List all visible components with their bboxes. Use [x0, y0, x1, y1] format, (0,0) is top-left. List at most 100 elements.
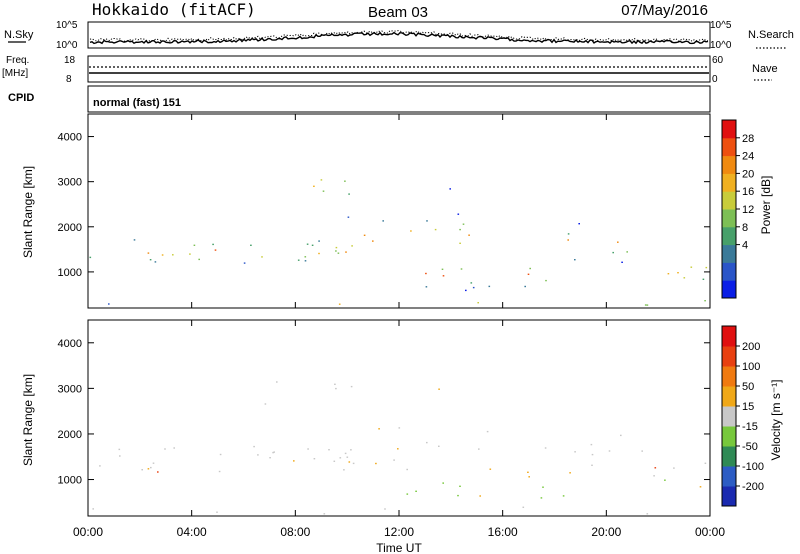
data-cell: [529, 267, 531, 270]
power-colorbar: 28 24 20 16 12 8 4: [721, 119, 754, 299]
date-title: 07/May/2016: [621, 2, 708, 19]
data-cell: [161, 254, 164, 256]
data-cell: [489, 468, 492, 470]
colorbar-tick-label: 8: [742, 222, 748, 234]
data-cell: [264, 403, 267, 405]
data-cell: [542, 486, 544, 488]
data-cell: [253, 445, 255, 448]
data-cell: [438, 388, 440, 390]
data-cell: [704, 300, 706, 302]
data-cell: [410, 230, 412, 232]
data-cell: [323, 513, 326, 515]
data-cell: [344, 180, 346, 182]
nsky-trace: [89, 31, 709, 45]
data-cell: [621, 261, 623, 263]
data-cell: [384, 508, 386, 510]
data-cell: [620, 434, 622, 437]
data-cell: [311, 244, 314, 246]
data-cell: [216, 511, 218, 513]
data-cell: [567, 239, 569, 241]
data-cell: [522, 506, 525, 508]
data-cell: [425, 272, 427, 275]
data-cell: [318, 240, 320, 242]
data-cell: [574, 259, 576, 261]
data-cell: [141, 469, 143, 471]
nsearch-label: N.Search: [748, 29, 794, 41]
data-cell: [335, 387, 337, 390]
nsearch-trace: [89, 30, 708, 43]
nsearch-tick-bottom: 10^0: [710, 40, 732, 51]
data-cell: [92, 508, 94, 510]
xaxis-label: Time UT: [376, 541, 422, 554]
data-cell: [363, 234, 366, 236]
colorbar-swatch: [722, 446, 736, 467]
data-cell: [690, 266, 693, 268]
data-cell: [527, 273, 530, 275]
data-cell: [147, 252, 150, 254]
data-cell: [118, 448, 121, 451]
freq-tick-bottom: 8: [66, 74, 72, 85]
colorbar-swatch: [722, 262, 736, 281]
data-cell: [345, 251, 347, 253]
data-cell: [198, 258, 200, 261]
data-cell: [272, 451, 274, 454]
data-cell: [441, 268, 444, 270]
data-cell: [304, 256, 307, 258]
data-cell: [540, 497, 543, 499]
data-cell: [434, 228, 437, 231]
ytick-label: 4000: [58, 338, 82, 350]
data-cell: [617, 241, 619, 243]
data-cell: [273, 451, 275, 453]
colorbar-tick-label: 50: [742, 381, 754, 393]
data-cell: [212, 243, 214, 246]
data-cell: [99, 465, 101, 467]
power-frame: [87, 113, 711, 309]
data-cell: [393, 459, 395, 461]
colorbar-swatch: [722, 120, 736, 139]
data-cell: [350, 449, 352, 451]
data-cell: [147, 468, 150, 470]
nave-label: Nave: [752, 63, 778, 75]
data-cell: [654, 467, 657, 469]
colorbar-tick-label: 4: [742, 240, 748, 252]
data-cell: [479, 495, 481, 497]
colorbar-swatch: [722, 137, 736, 157]
data-cell: [569, 472, 571, 474]
data-cell: [449, 188, 451, 190]
data-cell: [193, 244, 196, 246]
data-cell: [646, 513, 649, 515]
data-cell: [524, 285, 526, 288]
velocity-colorbar-label: Velocity [m s⁻¹]: [769, 379, 783, 460]
nsky-tick-top: 10^5: [56, 20, 78, 31]
data-cell: [339, 457, 342, 459]
ytick-label: 3000: [58, 383, 82, 395]
data-cell: [462, 223, 465, 225]
data-cell: [119, 455, 121, 457]
data-cell: [460, 268, 463, 270]
colorbar-tick-label: 200: [742, 341, 760, 353]
colorbar-tick-label: -15: [742, 421, 758, 433]
colorbar-swatch: [722, 226, 736, 246]
data-cell: [172, 254, 174, 256]
freq-label: Freq.: [6, 55, 29, 66]
data-cell: [378, 428, 380, 430]
data-cell: [459, 485, 461, 487]
xtick-label: 16:00: [488, 525, 518, 539]
colorbar-swatch: [722, 326, 736, 347]
power-colorbar-label: Power [dB]: [759, 176, 773, 235]
xtick-label: 12:00: [384, 525, 414, 539]
ytick-label: 1000: [58, 475, 82, 487]
data-cell: [304, 260, 307, 262]
ytick-label: 2000: [58, 429, 82, 441]
data-cell: [348, 461, 351, 463]
data-cell: [644, 304, 647, 306]
data-cell: [149, 259, 152, 261]
data-cell: [218, 470, 221, 473]
data-cell: [293, 460, 295, 462]
data-cell: [335, 246, 338, 249]
colorbar-swatch: [722, 244, 736, 263]
velocity-frame: [87, 319, 711, 517]
colorbar-tick-label: 100: [742, 361, 760, 373]
data-cell: [154, 261, 157, 263]
